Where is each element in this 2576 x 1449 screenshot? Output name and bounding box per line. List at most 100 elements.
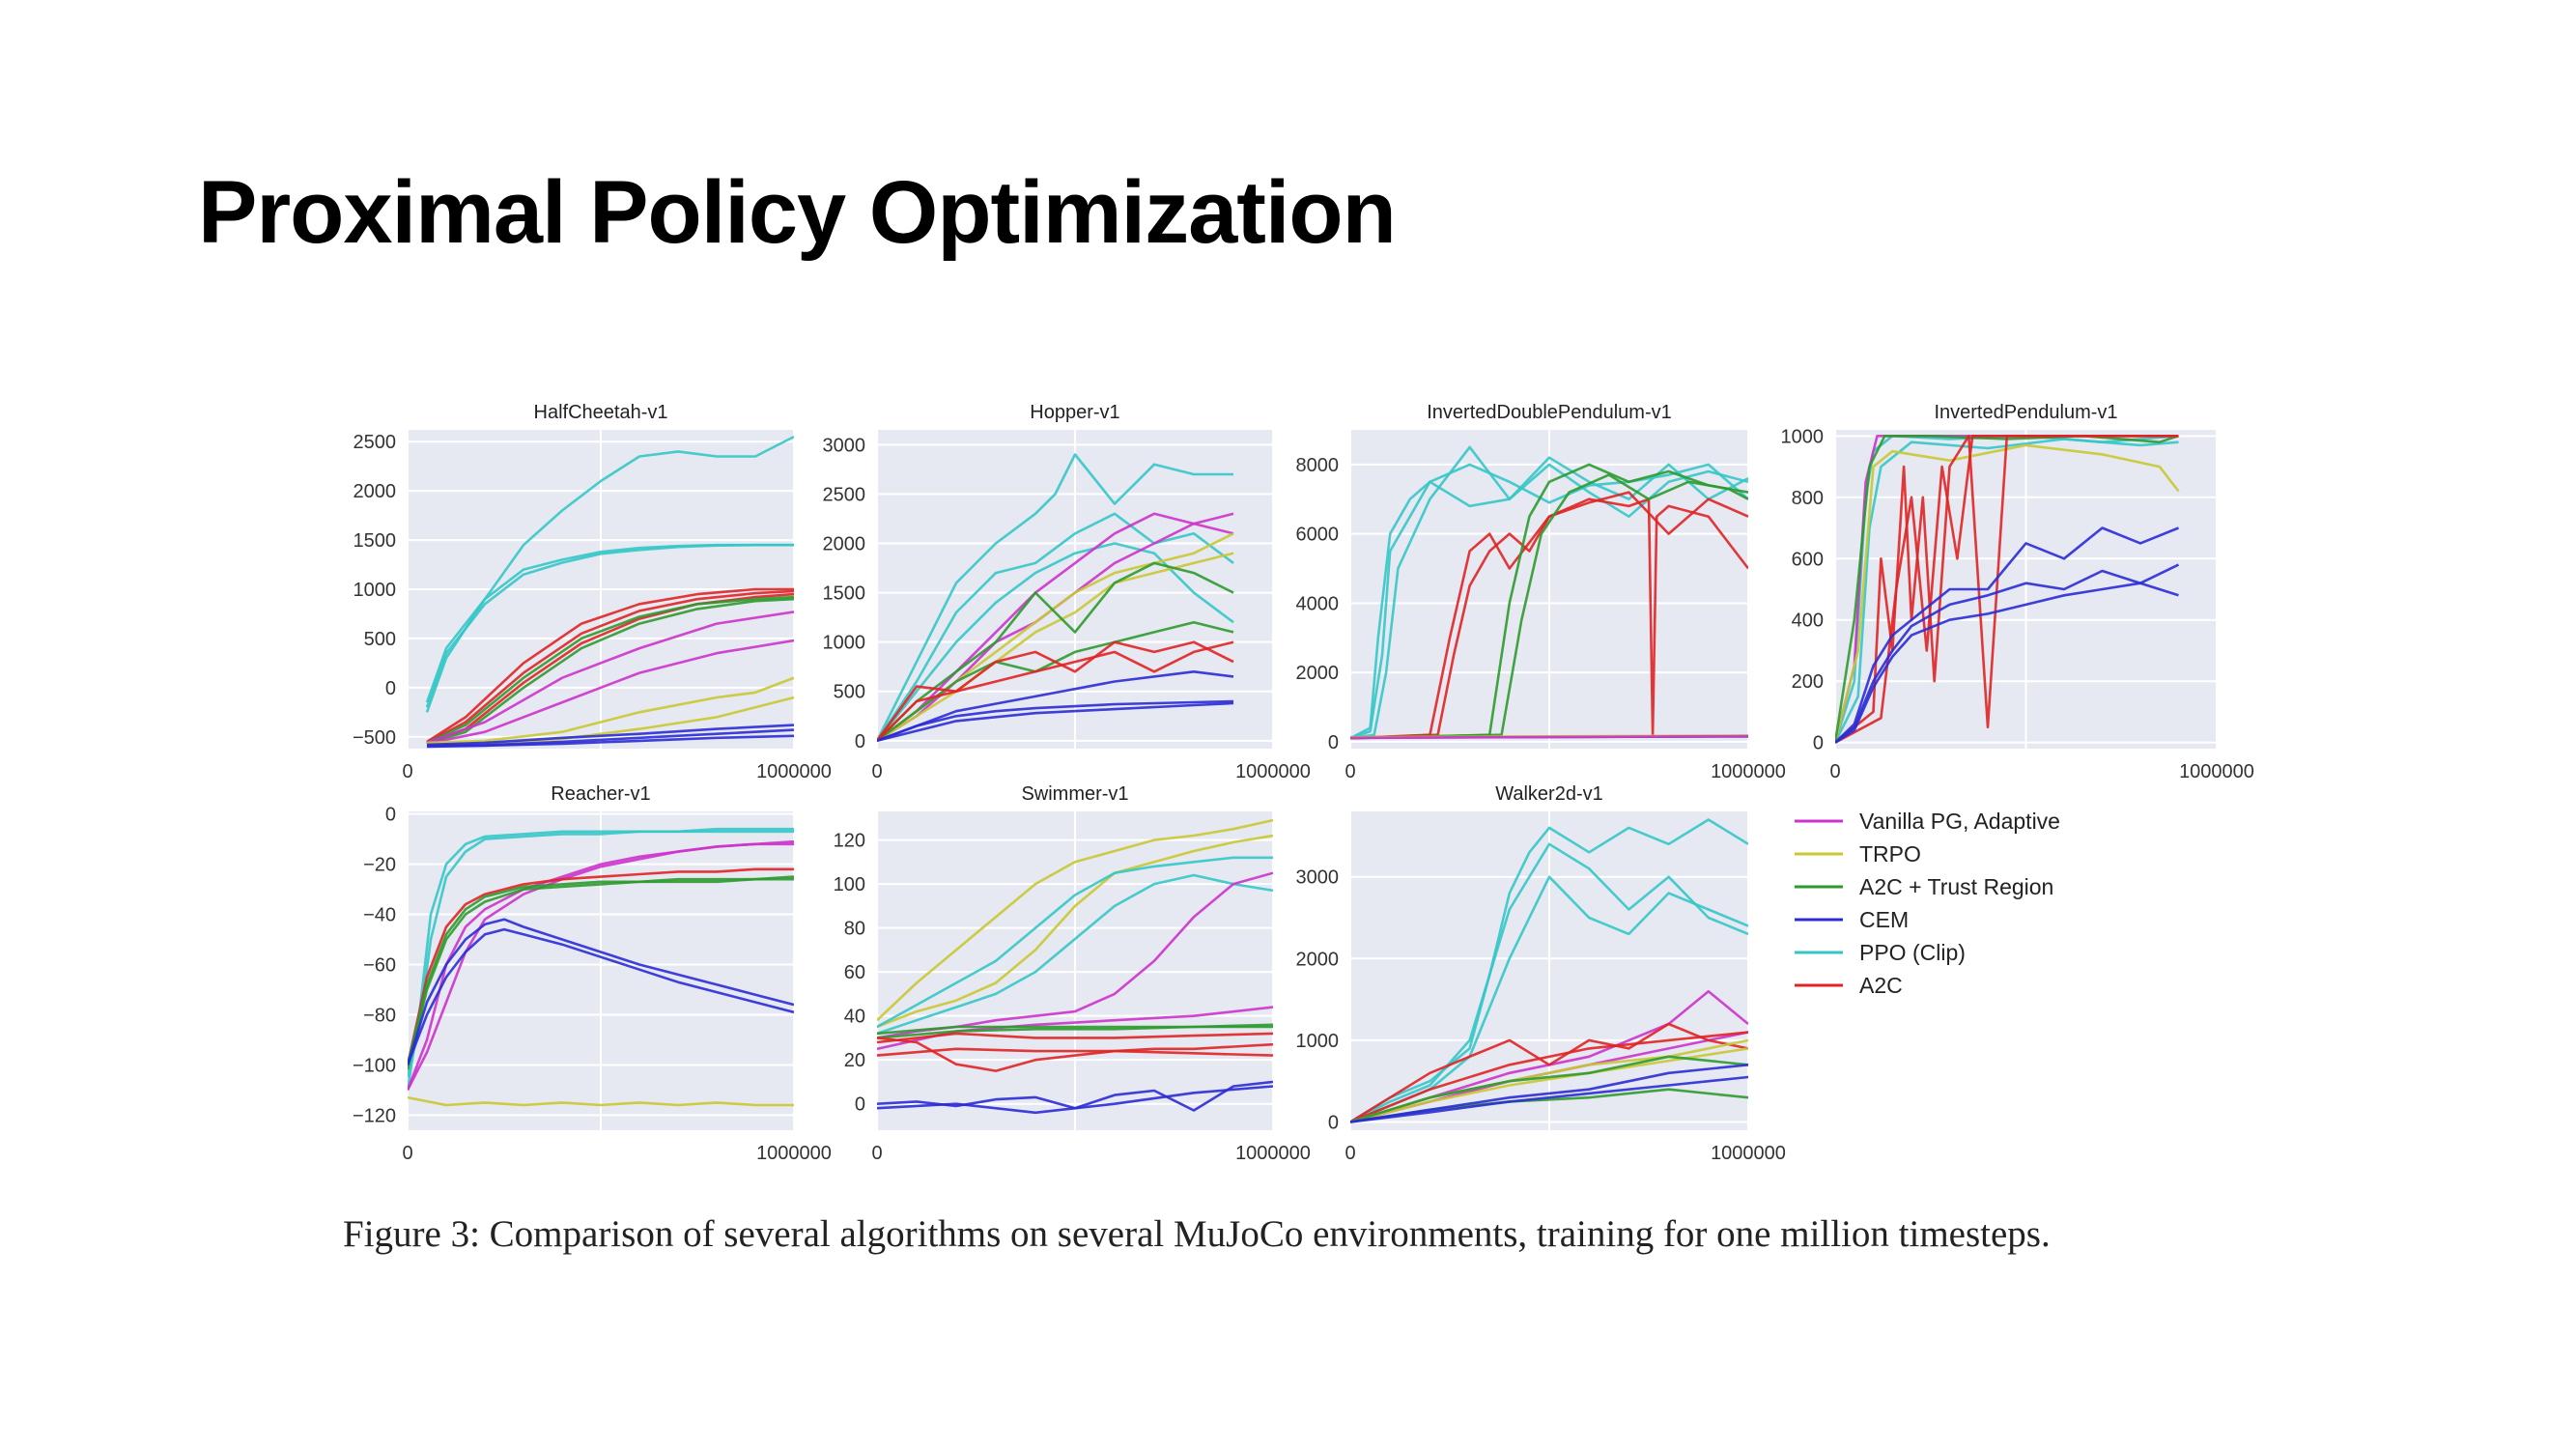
series-line-a2c xyxy=(426,592,794,746)
series-group xyxy=(877,818,1273,1115)
y-tick-label: 60 xyxy=(844,962,865,983)
chart-panel-halfcheetah-v1: −500 0 500 1000 1500 2000 2500 0 1000000 HalfChee… xyxy=(353,402,832,782)
series-line-ppo-clip xyxy=(1350,445,1748,740)
series-line-cem xyxy=(426,724,794,747)
series-line-vanilla-pg-adaptive xyxy=(1350,734,1748,740)
y-tick-label: 0 xyxy=(385,805,396,826)
x-tick-label: 0 xyxy=(871,1143,882,1164)
y-tick-label: 200 xyxy=(1792,671,1824,693)
y-tick-label: 4000 xyxy=(1296,593,1340,614)
series-line-ppo-clip xyxy=(1350,842,1748,1123)
panel-title: InvertedPendulum-v1 xyxy=(1934,402,2117,423)
legend-label: A2C + Trust Region xyxy=(1859,874,2053,899)
x-tick-label: 0 xyxy=(1345,1143,1355,1164)
series-line-trpo xyxy=(877,818,1273,1022)
x-tick-label: 1000000 xyxy=(756,1143,832,1164)
series-line-cem xyxy=(877,669,1234,743)
y-tick-label: 0 xyxy=(1813,733,1824,754)
series-line-cem xyxy=(877,699,1234,743)
legend-label: Vanilla PG, Adaptive xyxy=(1859,809,2060,834)
y-tick-label: 0 xyxy=(855,731,865,753)
y-tick-label: 600 xyxy=(1792,549,1824,570)
series-group xyxy=(1835,434,2180,744)
legend-item-vanilla-pg-adaptive: Vanilla PG, Adaptive xyxy=(1795,809,2060,834)
series-line-cem xyxy=(408,918,794,1065)
series-line-vanilla-pg-adaptive xyxy=(1350,989,1748,1123)
y-tick-label: 3000 xyxy=(1296,867,1340,889)
series-line-vanilla-pg-adaptive xyxy=(426,639,794,746)
series-line-a2c xyxy=(877,640,1234,742)
series-line-a2c xyxy=(877,1037,1273,1072)
series-line-trpo xyxy=(877,834,1273,1029)
series-line-trpo xyxy=(408,1095,794,1107)
y-tick-label: 2000 xyxy=(1296,949,1340,970)
panel-title: Walker2d-v1 xyxy=(1495,783,1603,805)
series-group xyxy=(425,435,794,749)
series-line-a2c xyxy=(426,589,794,745)
series-line-ppo-clip xyxy=(425,543,794,708)
series-line-ppo-clip xyxy=(877,873,1273,1036)
y-tick-label: −100 xyxy=(353,1055,396,1076)
y-tick-label: −120 xyxy=(353,1105,396,1126)
y-tick-label: 0 xyxy=(1328,1113,1339,1134)
y-tick-label: 0 xyxy=(855,1094,865,1116)
x-tick-label: 0 xyxy=(1829,761,1840,782)
series-line-ppo-clip xyxy=(408,827,794,1078)
y-tick-label: 8000 xyxy=(1296,455,1340,476)
x-tick-label: 1000000 xyxy=(1235,761,1311,782)
series-group xyxy=(408,827,794,1107)
y-tick-label: −60 xyxy=(363,955,396,977)
y-tick-label: 2500 xyxy=(823,484,866,505)
y-tick-label: 120 xyxy=(834,831,865,852)
y-tick-label: 20 xyxy=(844,1050,865,1071)
y-tick-label: 1000 xyxy=(354,580,397,601)
x-tick-label: 1000000 xyxy=(1711,761,1786,782)
series-line-a2c-trust-region xyxy=(877,1025,1273,1039)
series-line-a2c-trust-region xyxy=(408,875,794,1070)
y-tick-label: −500 xyxy=(353,727,396,749)
legend-label: CEM xyxy=(1859,907,1909,932)
chart-panel-walker2d-v1: 0 1000 2000 3000 0 1000000 Walker2d-v1 xyxy=(1296,783,1786,1164)
series-line-ppo-clip xyxy=(877,856,1273,1029)
series-line-ppo-clip xyxy=(1835,438,2179,744)
series-group xyxy=(1350,445,1748,740)
y-tick-label: 0 xyxy=(385,678,396,699)
series-line-a2c-trust-region xyxy=(1350,463,1748,740)
series-line-trpo xyxy=(1835,443,2180,744)
x-tick-label: 1000000 xyxy=(1711,1143,1786,1164)
y-tick-label: 1000 xyxy=(823,633,866,654)
y-tick-label: 1500 xyxy=(823,583,866,605)
series-line-a2c xyxy=(1350,1031,1748,1123)
series-line-a2c xyxy=(1350,491,1748,740)
y-tick-label: 500 xyxy=(834,682,865,703)
series-line-cem xyxy=(1350,1064,1748,1123)
panel-title: HalfCheetah-v1 xyxy=(534,402,668,423)
series-line-cem xyxy=(408,927,794,1065)
series-line-cem xyxy=(1835,563,2180,744)
series-line-ppo-clip xyxy=(1350,818,1748,1123)
legend-item-cem: CEM xyxy=(1795,907,1909,932)
series-line-ppo-clip xyxy=(408,830,794,1091)
legend-item-ppo-clip: PPO (Clip) xyxy=(1795,940,1966,965)
chart-panel-swimmer-v1: 0 20 40 60 80 100 120 0 1000000 Swimmer-v1 xyxy=(834,783,1311,1164)
series-line-ppo-clip xyxy=(877,512,1234,742)
x-tick-label: 1000000 xyxy=(2179,761,2254,782)
y-tick-label: 0 xyxy=(1328,732,1339,753)
series-line-a2c xyxy=(408,867,794,1065)
x-tick-label: 0 xyxy=(871,761,882,782)
series-line-a2c xyxy=(877,1032,1273,1044)
series-line-a2c-trust-region xyxy=(1350,1055,1748,1123)
legend-label: PPO (Clip) xyxy=(1859,940,1966,965)
series-group xyxy=(1350,818,1748,1123)
y-tick-label: −80 xyxy=(363,1005,396,1026)
y-tick-label: −20 xyxy=(363,855,396,876)
series-line-a2c xyxy=(877,1047,1273,1057)
panel-title: InvertedDoublePendulum-v1 xyxy=(1427,402,1672,423)
series-line-cem xyxy=(426,734,794,749)
x-tick-label: 0 xyxy=(1345,761,1355,782)
y-tick-label: −40 xyxy=(363,905,396,926)
legend-item-trpo: TRPO xyxy=(1795,841,1921,867)
series-line-a2c xyxy=(426,587,794,743)
series-line-a2c-trust-region xyxy=(1835,434,2179,743)
legend-item-a2c-trust-region: A2C + Trust Region xyxy=(1795,874,2053,899)
